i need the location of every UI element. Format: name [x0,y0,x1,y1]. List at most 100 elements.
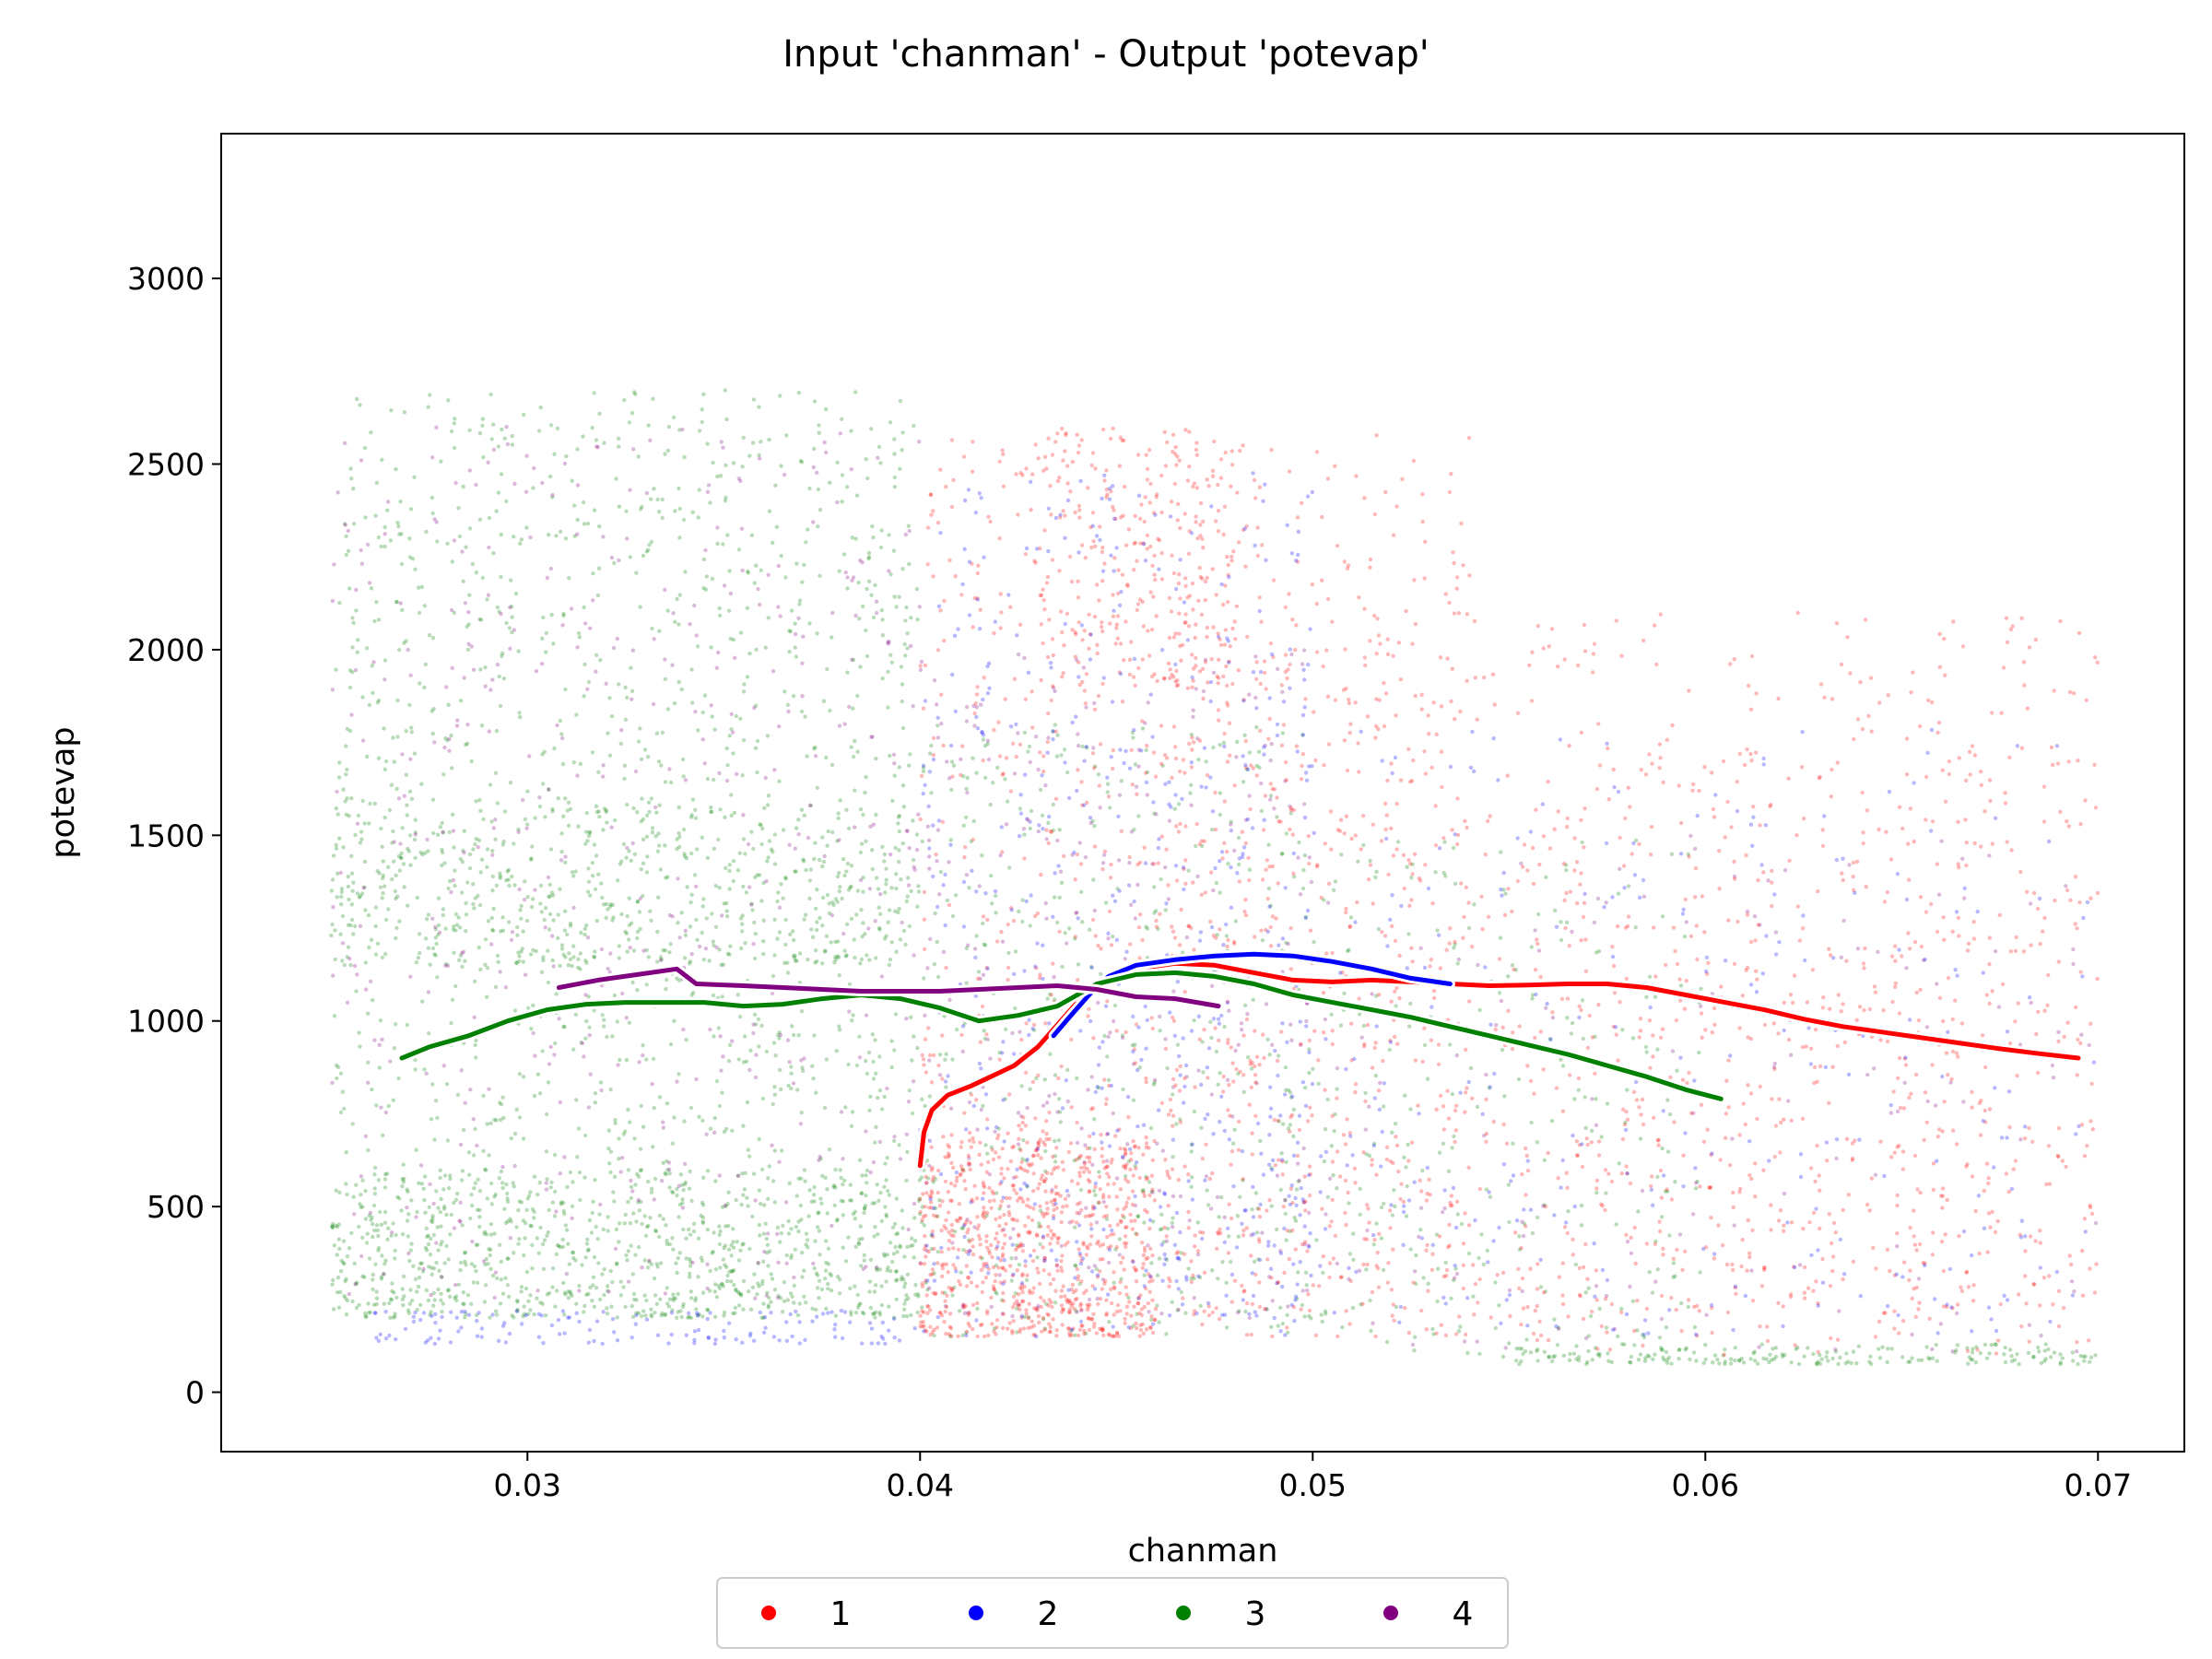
scatter-point [439,1196,443,1202]
scatter-point [1127,860,1132,865]
scatter-point [657,803,662,807]
scatter-point [1703,1357,1708,1362]
scatter-point [837,569,841,573]
scatter-point [1166,661,1171,665]
scatter-point [771,1101,775,1107]
scatter-point [794,1224,798,1230]
scatter-point [1520,1219,1524,1224]
scatter-point [835,1217,840,1222]
scatter-point [825,843,830,848]
scatter-point [775,899,780,904]
scatter-point [657,1095,663,1100]
scatter-point [552,1152,558,1158]
scatter-point [1065,1067,1070,1073]
scatter-point [449,607,454,613]
scatter-point [335,895,339,900]
scatter-point [632,852,638,857]
scatter-point [1447,941,1453,946]
scatter-point [655,849,661,853]
scatter-point [586,833,592,839]
scatter-point [652,1105,656,1111]
scatter-point [1834,1156,1839,1161]
scatter-point [1455,1212,1461,1217]
scatter-point [1296,1270,1300,1275]
scatter-point [1048,1241,1053,1246]
scatter-point [1171,1155,1175,1159]
scatter-point [1323,841,1328,846]
scatter-point [1163,1046,1169,1052]
scatter-point [709,703,713,708]
scatter-point [626,1249,630,1253]
scatter-point [359,837,364,841]
scatter-point [350,888,355,893]
scatter-point [1236,1042,1241,1047]
scatter-point [701,557,706,562]
scatter-point [2087,1042,2091,1048]
scatter-point [1579,1203,1584,1208]
scatter-point [758,822,762,827]
scatter-point [821,859,827,865]
scatter-point [887,639,891,644]
scatter-point [746,1204,750,1208]
scatter-point [1210,1310,1216,1315]
scatter-point [675,596,679,602]
scatter-point [683,933,688,937]
scatter-point [562,1211,567,1217]
scatter-point [904,1016,909,1021]
scatter-point [436,1206,441,1210]
scatter-point [1108,1030,1112,1035]
scatter-point [779,1087,783,1092]
scatter-point [627,923,632,927]
scatter-point [1456,957,1462,962]
scatter-point [696,515,700,520]
scatter-point [1196,1068,1201,1073]
scatter-point [1249,1253,1253,1258]
scatter-point [849,916,854,922]
scatter-point [787,629,792,633]
scatter-point [543,925,547,930]
scatter-point [747,885,752,889]
scatter-point [1191,880,1195,885]
scatter-point [459,1260,464,1265]
scatter-point [680,1201,685,1206]
scatter-point [830,610,835,616]
scatter-point [916,884,921,888]
scatter-point [965,790,970,795]
scatter-point [731,1311,735,1316]
scatter-point [981,1103,985,1109]
scatter-point [561,611,566,617]
scatter-point [778,1240,782,1244]
scatter-point [406,1308,411,1312]
scatter-point [998,626,1003,630]
scatter-point [877,1088,883,1093]
scatter-point [433,953,438,958]
scatter-point [505,1256,510,1261]
scatter-point [919,659,924,665]
scatter-point [489,915,494,921]
scatter-point [371,1203,377,1208]
scatter-point [476,844,480,850]
scatter-point [522,898,527,902]
scatter-point [739,1293,744,1298]
scatter-point [1285,1312,1289,1318]
scatter-point [672,1115,677,1120]
scatter-point [1137,956,1142,960]
scatter-point [421,1186,426,1192]
scatter-point [516,827,521,832]
scatter-point [849,467,853,472]
scatter-point [444,1212,449,1218]
scatter-point [1291,1107,1297,1112]
scatter-point [380,1253,384,1258]
scatter-point [1935,1359,1939,1364]
scatter-point [377,1042,382,1048]
scatter-point [758,1202,763,1206]
scatter-point [408,1288,413,1292]
scatter-point [740,929,745,934]
scatter-point [1737,1359,1742,1363]
scatter-point [1987,853,1992,858]
scatter-point [330,1224,335,1229]
scatter-point [604,809,608,815]
scatter-point [1165,1226,1171,1231]
scatter-point [963,844,968,850]
scatter-point [436,923,441,928]
